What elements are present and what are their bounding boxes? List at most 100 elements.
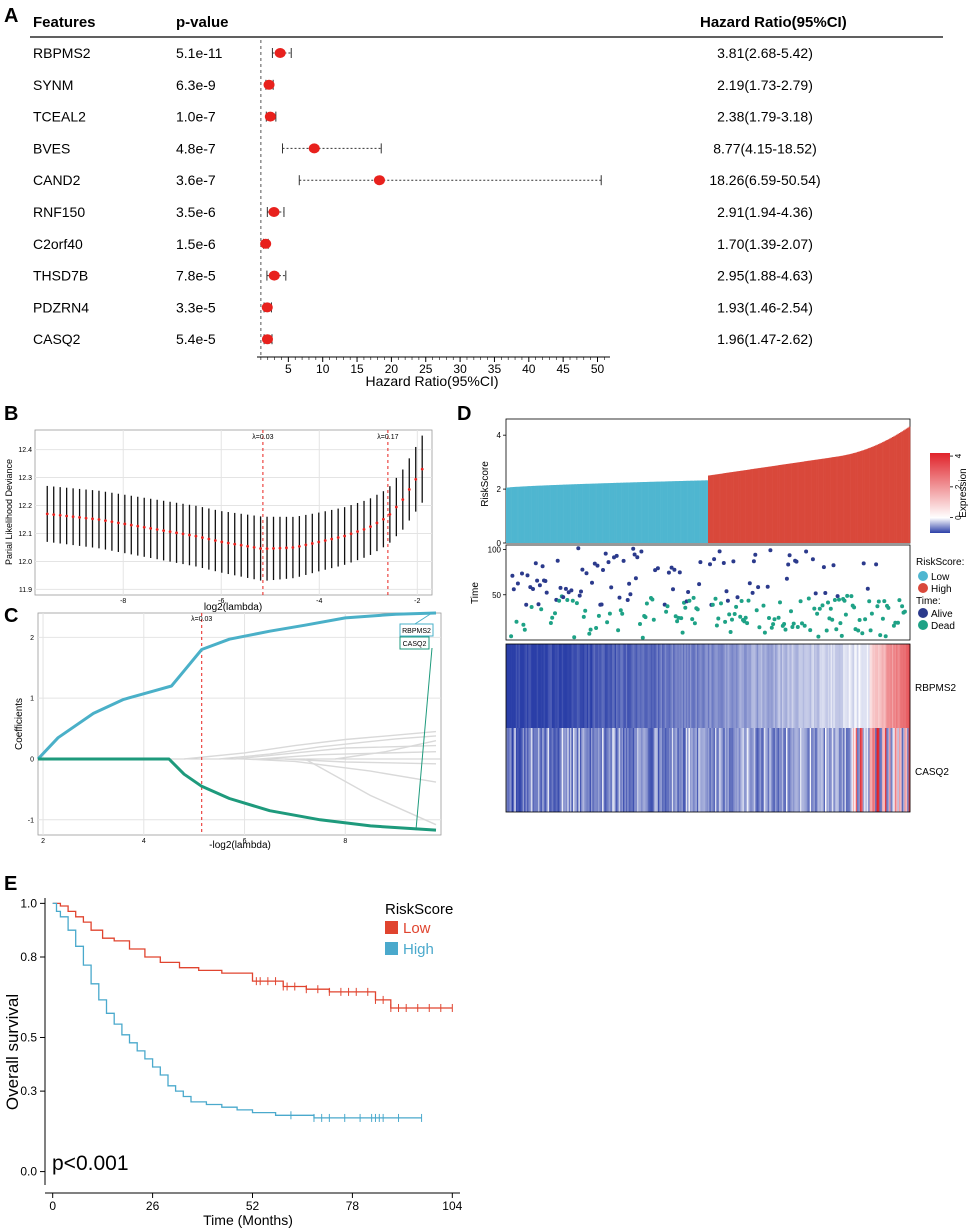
risk-bar <box>656 481 659 543</box>
heatmap-cell <box>574 644 576 728</box>
alive-dot <box>515 581 520 586</box>
heatmap-cell <box>791 728 794 812</box>
risk-bar <box>554 485 557 543</box>
heatmap-cell <box>674 728 677 812</box>
heatmap-cell <box>877 644 880 728</box>
risk-bar <box>681 481 684 543</box>
heatmap-cell <box>798 728 801 812</box>
heatmap-cell <box>585 644 588 728</box>
risk-bar <box>542 485 544 543</box>
lasso-deviance-frame <box>34 429 433 596</box>
heatmap-cell <box>733 728 735 812</box>
dead-dot <box>824 628 829 633</box>
heatmap-cell <box>890 644 893 728</box>
dead-dot <box>664 609 669 614</box>
heatmap-cell <box>536 728 539 812</box>
heatmap-cell <box>851 728 854 812</box>
heatmap-cell <box>571 644 574 728</box>
forest-pvalue-label: 1.0e-7 <box>176 109 216 125</box>
risk-bar <box>873 445 876 543</box>
dead-dot <box>596 613 601 618</box>
risk-bar <box>805 461 808 543</box>
coefficient-y-tick-label: 2 <box>30 635 34 642</box>
heatmap-cell <box>632 728 635 812</box>
heatmap-cell <box>535 728 537 812</box>
heatmap-cell <box>819 728 822 812</box>
dead-dot <box>778 600 782 605</box>
risk-bar <box>730 472 732 543</box>
risk-bar <box>553 485 556 543</box>
risk-bar <box>717 474 720 543</box>
dead-dot <box>692 621 697 626</box>
risk-bar <box>776 465 778 543</box>
coefficient-x-tick-label: 2 <box>41 838 45 845</box>
heatmap-cell <box>907 728 909 812</box>
risk-bar <box>610 483 613 543</box>
heatmap-cell <box>843 728 845 812</box>
risk-bar <box>708 475 710 543</box>
alive-dot <box>627 581 632 586</box>
heatmap-cell <box>542 644 544 728</box>
heatmap-row-label: CASQ2 <box>915 767 949 778</box>
risk-bar <box>855 452 858 543</box>
risk-bar <box>712 474 714 543</box>
risk-score-panel: 0 2 4 RiskScore 50 100 Time RBPMS2 CASQ2 0 2… <box>470 418 969 813</box>
risk-bar <box>877 444 880 543</box>
heatmap-cell <box>680 644 682 728</box>
alive-dot <box>810 557 815 562</box>
risk-bar <box>848 454 851 543</box>
dead-dot <box>588 627 593 632</box>
dead-dot <box>762 630 767 635</box>
risk-bar <box>777 465 780 543</box>
forest-feature-label: THSD7B <box>33 268 88 284</box>
risk-bar <box>609 483 611 543</box>
heatmap-cell <box>774 728 777 812</box>
risk-bar <box>668 481 671 543</box>
dead-dot <box>739 599 744 603</box>
forest-feature-label: RNF150 <box>33 204 85 220</box>
km-x-tick-label: 26 <box>146 1199 160 1213</box>
heatmap-cell <box>721 728 724 812</box>
risk-bar <box>620 482 622 543</box>
dead-dot <box>875 604 880 609</box>
heatmap-cell <box>556 644 558 728</box>
heatmap-cell <box>834 728 837 812</box>
heatmap-cell <box>868 644 870 728</box>
deviance-point <box>414 477 418 481</box>
risk-bar <box>600 483 603 543</box>
heatmap-cell <box>585 728 588 812</box>
deviance-point <box>356 530 359 533</box>
heatmap-cell <box>668 644 671 728</box>
risk-bar <box>765 467 767 543</box>
heatmap-cell <box>726 644 728 728</box>
risk-bar <box>588 483 590 543</box>
deviance-point <box>123 522 127 526</box>
dead-dot <box>687 598 692 603</box>
risk-bar <box>834 456 837 543</box>
heatmap-cell <box>752 644 755 728</box>
risk-bar <box>727 472 730 543</box>
heatmap-cell <box>685 728 688 812</box>
time-scatter-frame <box>505 544 911 641</box>
deviance-point <box>175 531 178 535</box>
heatmap-cell <box>684 644 687 728</box>
risk-bar <box>908 426 911 543</box>
panel-label-b: B <box>4 403 18 425</box>
heatmap-cell <box>689 644 692 728</box>
risk-bar <box>831 457 834 543</box>
heatmap-cell <box>852 644 855 728</box>
risk-bar <box>655 481 657 543</box>
alive-dot <box>599 602 604 607</box>
heatmap-cell <box>883 644 886 728</box>
heatmap-cell <box>579 728 582 812</box>
dead-dot <box>795 625 800 629</box>
heatmap-cell <box>642 728 645 812</box>
risk-bar <box>556 484 558 543</box>
heatmap-cell <box>801 644 804 728</box>
heatmap-cell <box>524 728 526 812</box>
risk-bar <box>699 480 702 543</box>
risk-bar <box>670 481 673 543</box>
heatmap-cell <box>675 728 678 812</box>
risk-bar <box>897 433 900 543</box>
alive-dot <box>633 576 638 581</box>
